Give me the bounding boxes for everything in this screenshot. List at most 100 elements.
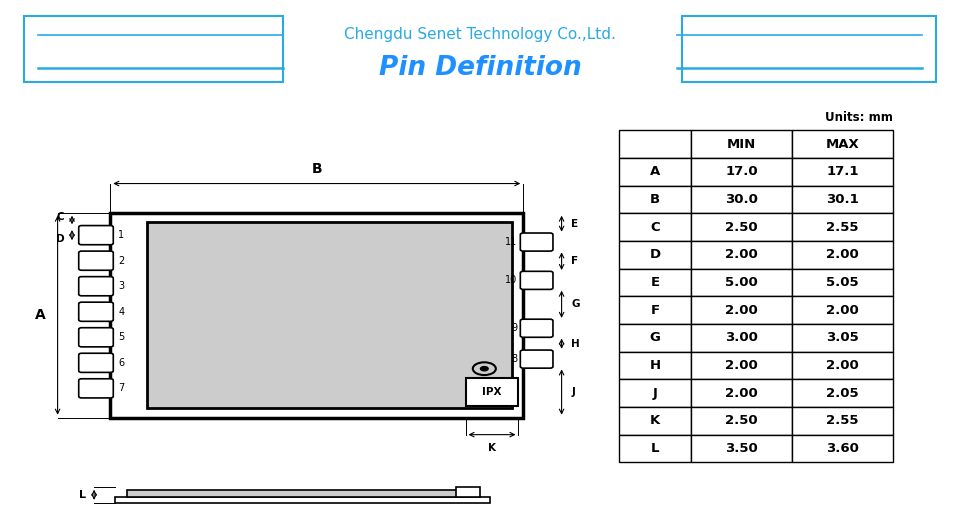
Bar <box>792 269 893 296</box>
FancyBboxPatch shape <box>79 277 113 296</box>
Bar <box>792 186 893 213</box>
Bar <box>691 435 792 462</box>
FancyBboxPatch shape <box>79 302 113 321</box>
Text: 10: 10 <box>505 276 517 285</box>
Bar <box>619 435 691 462</box>
Bar <box>691 269 792 296</box>
Text: 2.00: 2.00 <box>725 304 758 317</box>
Text: 17.1: 17.1 <box>827 165 858 178</box>
Text: Chengdu Senet Technology Co.,Ltd.: Chengdu Senet Technology Co.,Ltd. <box>344 27 616 42</box>
Text: 2.55: 2.55 <box>827 221 858 234</box>
Text: A: A <box>36 308 46 322</box>
Bar <box>456 487 480 497</box>
Bar <box>792 352 893 379</box>
Text: 5: 5 <box>118 332 125 342</box>
Text: D: D <box>650 248 660 261</box>
Bar <box>127 490 463 497</box>
Text: IPX: IPX <box>482 387 502 397</box>
Text: MIN: MIN <box>727 138 756 151</box>
Bar <box>691 213 792 241</box>
Bar <box>115 497 490 503</box>
Bar <box>619 269 691 296</box>
Bar <box>792 435 893 462</box>
Text: L: L <box>651 442 660 455</box>
Text: F: F <box>651 304 660 317</box>
Text: 2.55: 2.55 <box>827 414 858 427</box>
Text: H: H <box>571 339 580 348</box>
FancyBboxPatch shape <box>79 379 113 398</box>
Text: K: K <box>650 414 660 427</box>
Bar <box>619 130 691 158</box>
Bar <box>792 379 893 407</box>
Text: 11: 11 <box>505 237 517 247</box>
Bar <box>691 186 792 213</box>
Bar <box>691 407 792 435</box>
Bar <box>691 241 792 269</box>
Bar <box>619 186 691 213</box>
Bar <box>619 407 691 435</box>
Bar <box>619 296 691 324</box>
FancyBboxPatch shape <box>79 353 113 372</box>
Text: F: F <box>571 256 578 266</box>
Bar <box>619 158 691 186</box>
Bar <box>792 324 893 352</box>
Text: B: B <box>650 193 660 206</box>
Bar <box>792 241 893 269</box>
Text: C: C <box>650 221 660 234</box>
Bar <box>619 379 691 407</box>
Text: G: G <box>571 300 580 309</box>
Text: H: H <box>650 359 660 372</box>
Bar <box>691 130 792 158</box>
Bar <box>691 352 792 379</box>
Text: 3.60: 3.60 <box>826 442 859 455</box>
FancyBboxPatch shape <box>79 328 113 347</box>
Text: 3.00: 3.00 <box>725 331 758 344</box>
Bar <box>691 158 792 186</box>
Text: 2.00: 2.00 <box>826 304 859 317</box>
Text: 5.05: 5.05 <box>827 276 858 289</box>
Bar <box>691 324 792 352</box>
Text: 2.00: 2.00 <box>725 387 758 400</box>
Text: 6: 6 <box>118 358 124 368</box>
Bar <box>619 324 691 352</box>
Text: 2.00: 2.00 <box>725 359 758 372</box>
Bar <box>466 378 518 406</box>
Text: 2.05: 2.05 <box>827 387 858 400</box>
Bar <box>619 213 691 241</box>
Bar <box>691 296 792 324</box>
Text: 8: 8 <box>512 354 517 364</box>
Bar <box>24 16 283 82</box>
FancyBboxPatch shape <box>79 251 113 270</box>
Text: 2.50: 2.50 <box>726 221 757 234</box>
FancyBboxPatch shape <box>520 271 553 289</box>
Text: J: J <box>653 387 658 400</box>
Text: B: B <box>311 162 323 176</box>
Text: 17.0: 17.0 <box>726 165 757 178</box>
Bar <box>110 213 523 418</box>
Text: 3: 3 <box>118 281 124 291</box>
Bar <box>682 16 936 82</box>
Text: 2.00: 2.00 <box>826 359 859 372</box>
Bar <box>792 407 893 435</box>
Text: A: A <box>650 165 660 178</box>
Text: Units: mm: Units: mm <box>825 111 893 124</box>
Bar <box>619 352 691 379</box>
Text: 9: 9 <box>512 323 517 333</box>
Text: 2: 2 <box>118 256 125 265</box>
FancyBboxPatch shape <box>520 350 553 368</box>
Text: 7: 7 <box>118 384 125 393</box>
Text: 2.00: 2.00 <box>826 248 859 261</box>
Bar <box>792 296 893 324</box>
Bar <box>792 213 893 241</box>
Text: 2.00: 2.00 <box>725 248 758 261</box>
FancyBboxPatch shape <box>520 233 553 251</box>
Text: G: G <box>650 331 660 344</box>
Bar <box>691 379 792 407</box>
Text: 3.05: 3.05 <box>826 331 859 344</box>
Bar <box>619 241 691 269</box>
Text: K: K <box>488 443 496 453</box>
Text: E: E <box>651 276 660 289</box>
Text: E: E <box>571 219 578 229</box>
Text: 5.00: 5.00 <box>725 276 758 289</box>
Text: 4: 4 <box>118 307 124 317</box>
